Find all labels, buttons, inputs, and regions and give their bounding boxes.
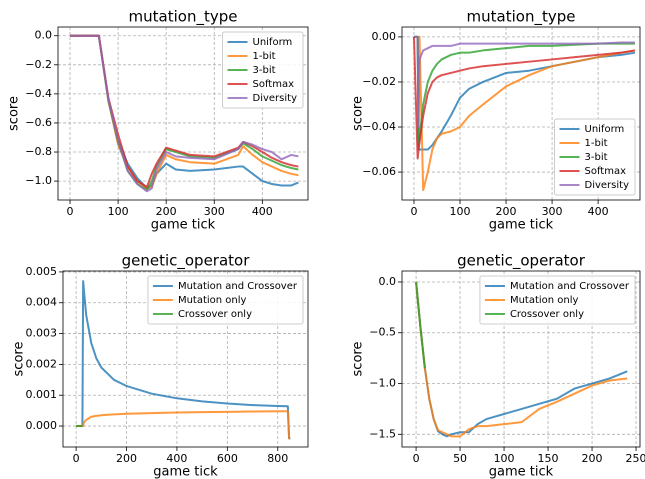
x-tick-label: 600 bbox=[217, 452, 238, 465]
legend-label: Mutation and Crossover bbox=[178, 281, 298, 292]
legend: Mutation and Crossover Mutation only Cross… bbox=[147, 275, 304, 325]
x-axis-label: game tick bbox=[151, 218, 216, 233]
x-tick-label: 800 bbox=[267, 452, 288, 465]
legend-label: Softmax bbox=[253, 79, 295, 90]
series-line bbox=[412, 36, 636, 160]
axes: 0 100 200 300 400 0.0 −0.2 −0.4 −0.6 −0.8 −1.0 muta… bbox=[7, 8, 309, 233]
legend-frame bbox=[479, 275, 636, 325]
series-line bbox=[415, 281, 426, 369]
y-tick-label: −0.06 bbox=[362, 165, 396, 178]
legend: Mutation and Crossover Mutation only Cross… bbox=[479, 275, 636, 325]
x-tick-label: 0 bbox=[73, 452, 80, 465]
legend-label: Mutation only bbox=[178, 295, 247, 306]
legend-label: Uniform bbox=[585, 124, 625, 135]
chart-title: genetic_operator bbox=[122, 252, 251, 271]
y-tick-label: 0.0 bbox=[35, 29, 53, 42]
legend-frame bbox=[147, 275, 304, 325]
x-axis-label: game tick bbox=[489, 465, 554, 479]
y-tick-label: −0.2 bbox=[25, 58, 52, 71]
y-tick-label: −0.04 bbox=[362, 120, 396, 133]
y-tick-label: −0.5 bbox=[369, 326, 396, 339]
x-tick-label: 0 bbox=[67, 205, 74, 218]
legend-label: 1-bit bbox=[585, 138, 608, 149]
y-axis-label: score bbox=[351, 96, 366, 131]
legend-label: Diversity bbox=[585, 180, 630, 191]
axes: 0 100 200 300 400 0.00 −0.02 −0.04 −0.06 mutation… bbox=[351, 8, 641, 233]
axes-frame bbox=[401, 270, 641, 448]
x-tick-label: 300 bbox=[542, 205, 563, 218]
legend-frame bbox=[554, 118, 636, 196]
x-tick-label: 100 bbox=[108, 205, 129, 218]
legend-label: 3-bit bbox=[253, 65, 276, 76]
chart-title: mutation_type bbox=[129, 8, 238, 27]
y-tick-label: 0.004 bbox=[26, 296, 58, 309]
y-tick-label: 0.000 bbox=[26, 419, 58, 432]
x-tick-label: 250 bbox=[626, 452, 645, 465]
x-tick-label: 200 bbox=[116, 452, 137, 465]
x-tick-label: 200 bbox=[496, 205, 517, 218]
y-tick-label: 0.0 bbox=[379, 275, 397, 288]
y-axis-label: score bbox=[351, 342, 366, 377]
y-axis-label: score bbox=[12, 342, 27, 377]
x-tick-label: 0 bbox=[413, 452, 420, 465]
x-tick-label: 100 bbox=[494, 452, 515, 465]
legend-label: 3-bit bbox=[585, 152, 608, 163]
axes-frame bbox=[401, 26, 641, 201]
legend-label: Softmax bbox=[585, 166, 627, 177]
x-tick-label: 300 bbox=[204, 205, 225, 218]
series-line bbox=[415, 281, 628, 438]
axes: 0 50 100 150 200 250 0.0 −0.5 −1.0 −1.5 genetic_op… bbox=[351, 252, 645, 479]
y-tick-label: −0.6 bbox=[25, 116, 52, 129]
y-tick-label: 0.00 bbox=[372, 30, 397, 43]
y-tick-label: −1.0 bbox=[369, 377, 396, 390]
legend-label: Uniform bbox=[253, 37, 293, 48]
legend-label: Mutation and Crossover bbox=[510, 281, 630, 292]
x-axis-label: game tick bbox=[153, 465, 218, 479]
x-tick-label: 400 bbox=[252, 205, 273, 218]
axes: 0 200 400 600 800 0.000 0.001 0.002 0.003 0.004 0.… bbox=[12, 252, 309, 479]
y-tick-label: 0.003 bbox=[26, 327, 58, 340]
series-line bbox=[76, 280, 291, 440]
legend: Uniform 1-bit 3-bit Softmax Diversity bbox=[222, 31, 304, 109]
legend-label: Crossover only bbox=[510, 309, 584, 320]
chart-title: genetic_operator bbox=[457, 252, 586, 271]
y-tick-label: −1.5 bbox=[369, 427, 396, 440]
y-axis-label: score bbox=[7, 96, 22, 131]
series-line bbox=[70, 34, 299, 193]
x-axis-label: game tick bbox=[489, 218, 554, 233]
axes-frame bbox=[62, 270, 309, 448]
y-tick-label: −1.0 bbox=[25, 174, 52, 187]
x-tick-label: 400 bbox=[166, 452, 187, 465]
y-tick-label: 0.002 bbox=[26, 357, 58, 370]
axes-frame bbox=[57, 26, 309, 201]
chart-title: mutation_type bbox=[467, 8, 576, 27]
x-tick-label: 50 bbox=[453, 452, 467, 465]
x-tick-label: 0 bbox=[410, 205, 417, 218]
series-line bbox=[413, 35, 635, 129]
legend-frame bbox=[222, 31, 304, 109]
y-tick-label: 0.001 bbox=[26, 388, 58, 401]
x-tick-label: 200 bbox=[582, 452, 603, 465]
y-tick-label: 0.005 bbox=[26, 265, 58, 278]
x-tick-label: 200 bbox=[156, 205, 177, 218]
x-tick-label: 400 bbox=[588, 205, 609, 218]
legend: Uniform 1-bit 3-bit Softmax Diversity bbox=[554, 118, 636, 196]
legend-label: Diversity bbox=[253, 93, 298, 104]
legend-label: 1-bit bbox=[253, 51, 276, 62]
legend-label: Mutation only bbox=[510, 295, 579, 306]
y-tick-label: −0.8 bbox=[25, 145, 52, 158]
x-tick-label: 150 bbox=[538, 452, 559, 465]
x-tick-label: 100 bbox=[450, 205, 471, 218]
series-line bbox=[76, 410, 291, 440]
y-tick-label: −0.4 bbox=[25, 87, 52, 100]
y-tick-label: −0.02 bbox=[362, 75, 396, 88]
legend-label: Crossover only bbox=[178, 309, 252, 320]
